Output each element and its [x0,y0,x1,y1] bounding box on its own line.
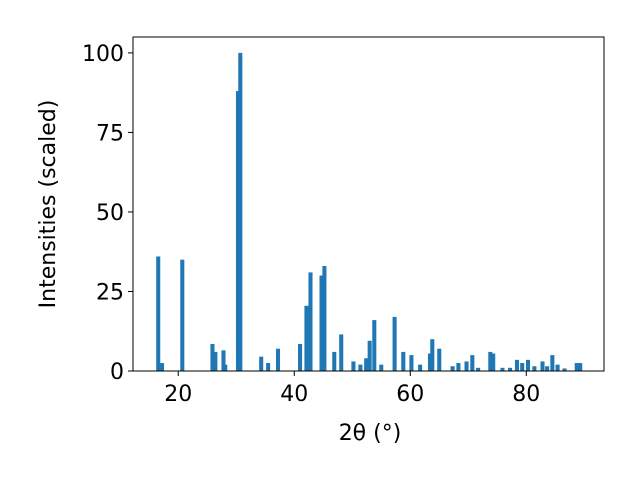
bar [456,363,461,371]
bar [235,91,241,372]
bar [367,340,372,371]
bar [545,366,550,371]
bar [238,52,243,372]
bar [574,363,579,371]
y-tick-label: 100 [82,42,124,67]
bar [514,359,520,371]
plot-frame [132,36,605,372]
bar [379,364,384,371]
bar [550,355,555,371]
bar [525,359,531,371]
bar [418,364,423,371]
bar [401,351,406,371]
bar [578,363,583,371]
bar [339,334,344,371]
bar [358,364,363,371]
bar [488,351,493,371]
bar [540,361,545,371]
bar [464,361,469,371]
bar [275,348,281,371]
bar [221,350,226,371]
bar [500,367,505,371]
bar [156,256,161,371]
x-axis-label: 2θ (°) [339,421,402,446]
y-tick-label: 25 [96,280,124,305]
bar [351,361,356,371]
bar [532,366,537,371]
bar [298,343,303,371]
bar [555,364,560,371]
bar [304,305,309,371]
bar [430,339,435,371]
bar [223,364,228,371]
y-tick-label: 50 [96,201,124,226]
bar [210,343,215,371]
x-tick-label: 80 [512,382,540,407]
bar [520,363,525,371]
bar [508,367,513,371]
bar [372,320,377,371]
bar [213,351,218,371]
bar [308,272,313,371]
bar [332,351,337,371]
y-axis-label: Intensities (scaled) [36,100,61,309]
bar [437,348,442,371]
bar [266,363,271,371]
bar [180,259,185,371]
bar [427,353,433,371]
bar [450,366,455,371]
bar [322,266,327,371]
bar [159,363,165,371]
y-tick-label: 0 [110,360,124,385]
bar [364,358,369,371]
x-tick-label: 60 [396,382,424,407]
bar [491,353,496,371]
bar [470,355,475,371]
y-tick-label: 75 [96,121,124,146]
bar [392,316,397,371]
bar [259,356,264,371]
bar [562,368,567,371]
bar [409,355,414,371]
x-tick-label: 20 [164,382,192,407]
x-tick-label: 40 [280,382,308,407]
bar [319,275,324,371]
bar [476,367,481,371]
